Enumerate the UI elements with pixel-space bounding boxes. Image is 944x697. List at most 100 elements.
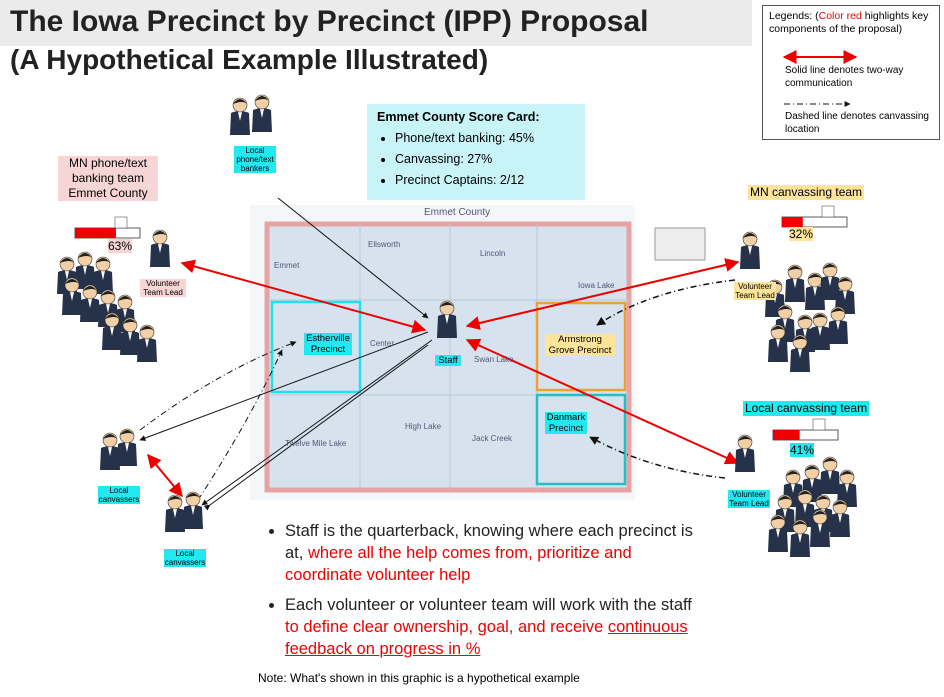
- person: [820, 262, 840, 300]
- person: [252, 94, 272, 132]
- shirt: [843, 291, 847, 300]
- legend-solid: Solid line denotes two-way communication: [785, 65, 904, 89]
- hair: [233, 99, 247, 104]
- progress-icon: [812, 418, 826, 431]
- body: [740, 245, 760, 269]
- bullet-text: Staff is the quarterback, knowing where …: [285, 522, 693, 562]
- body: [80, 298, 100, 322]
- town: High Lake: [405, 422, 442, 431]
- hair: [798, 491, 812, 496]
- hair: [743, 233, 757, 238]
- title: The Iowa Precinct by Precinct (IPP) Prop…: [0, 0, 752, 46]
- shirt: [828, 471, 832, 480]
- town: Jack Creek: [472, 434, 513, 443]
- body: [790, 348, 810, 372]
- shirt: [818, 327, 822, 336]
- shirt: [748, 246, 752, 255]
- score-card: Emmet County Score Card: Phone/text bank…: [367, 104, 585, 200]
- shirt: [128, 332, 132, 341]
- progress-fill: [773, 430, 800, 440]
- body: [62, 291, 82, 315]
- iowa-inset: [654, 227, 706, 261]
- subtitle: (A Hypothetical Example Illustrated): [10, 44, 489, 75]
- shirt: [123, 309, 127, 318]
- hair: [96, 258, 110, 263]
- hair: [805, 466, 819, 471]
- person: [150, 229, 170, 267]
- legend-highlight: Color red: [818, 10, 862, 22]
- hair: [786, 471, 800, 476]
- score-item: Precinct Captains: 2/12: [395, 170, 575, 191]
- hair: [798, 316, 812, 321]
- person: [820, 456, 840, 494]
- people-label: Volunteer Team Lead: [140, 279, 186, 297]
- bullet-highlight: to define clear ownership, goal, and rec…: [285, 618, 608, 636]
- body: [117, 442, 137, 466]
- hair: [118, 296, 132, 301]
- person: [828, 306, 848, 344]
- team-pct: 41%: [790, 443, 815, 457]
- legend: Legends: (Color red highlights key compo…: [762, 5, 940, 140]
- hair: [778, 306, 792, 311]
- bullet: Staff is the quarterback, knowing where …: [285, 520, 695, 586]
- team-label: MN canvassing team: [748, 185, 865, 200]
- body: [820, 276, 840, 300]
- shirt: [803, 329, 807, 338]
- body: [75, 265, 95, 289]
- hair: [105, 314, 119, 319]
- bullets: Staff is the quarterback, knowing where …: [255, 520, 695, 668]
- person: [80, 284, 100, 322]
- shirt: [798, 534, 802, 543]
- score-title: Emmet County Score Card:: [377, 110, 540, 124]
- hair: [833, 501, 847, 506]
- bullet-highlight: continuous feedback on progress in %: [285, 618, 688, 658]
- person: [137, 324, 157, 362]
- shirt: [810, 479, 814, 488]
- hair: [153, 231, 167, 236]
- shirt: [798, 349, 802, 358]
- shirt: [70, 292, 74, 301]
- person: [830, 499, 850, 537]
- body: [137, 338, 157, 362]
- team-pct: 63%: [108, 239, 133, 253]
- bullet: Each volunteer or volunteer team will wo…: [285, 594, 695, 660]
- shirt: [791, 484, 795, 493]
- shirt: [125, 443, 129, 452]
- person: [120, 317, 140, 355]
- arrows: [139, 50, 858, 511]
- progress-icon: [114, 216, 128, 229]
- person: [790, 334, 810, 372]
- person: [805, 272, 825, 310]
- precinct-label: Danmark Precinct: [545, 412, 587, 434]
- hair: [440, 302, 454, 307]
- shirt: [783, 509, 787, 518]
- people-label: Local canvassers: [164, 549, 206, 567]
- hair: [831, 308, 845, 313]
- shirt: [88, 299, 92, 308]
- shirt: [65, 271, 69, 280]
- shirt: [828, 277, 832, 286]
- body: [100, 446, 120, 470]
- town: Ellsworth: [368, 240, 401, 249]
- hair: [78, 253, 92, 258]
- hair: [823, 458, 837, 463]
- body: [768, 338, 788, 362]
- shirt: [260, 109, 264, 118]
- body: [810, 326, 830, 350]
- hair: [83, 286, 97, 291]
- hair: [168, 496, 182, 501]
- people-label: Local phone/text bankers: [234, 146, 276, 173]
- progress-bars: [74, 205, 848, 441]
- body: [230, 111, 250, 135]
- body: [150, 243, 170, 267]
- hair: [771, 326, 785, 331]
- shirt: [108, 447, 112, 456]
- hair: [793, 521, 807, 526]
- legend-suffix: highlights key components of the proposa…: [769, 10, 929, 35]
- shirt: [776, 529, 780, 538]
- legend-prefix: Legends: (: [769, 10, 819, 22]
- hair: [788, 266, 802, 271]
- body: [820, 470, 840, 494]
- person: [768, 514, 788, 552]
- body: [735, 448, 755, 472]
